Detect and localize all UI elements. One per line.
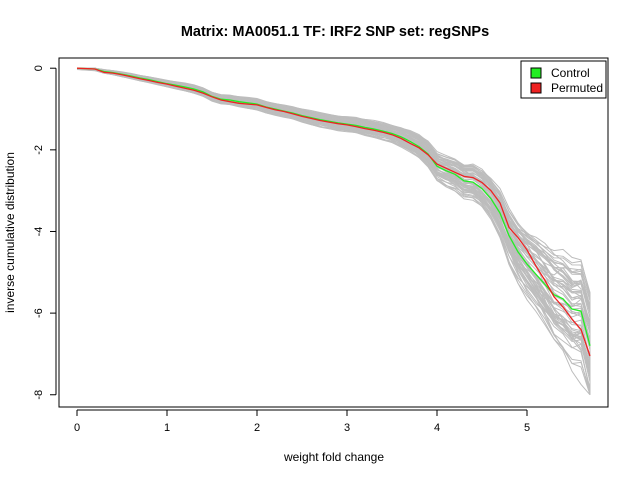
chart-title: Matrix: MA0051.1 TF: IRF2 SNP set: regSN… <box>181 24 489 40</box>
legend-swatch-permuted <box>530 82 542 94</box>
y-tick-label: 0 <box>33 65 45 71</box>
background-series-line <box>77 67 591 314</box>
series-line-permuted <box>76 67 591 357</box>
x-tick-label: 1 <box>164 422 170 434</box>
background-series-line <box>77 67 591 329</box>
background-series-line <box>77 67 591 328</box>
x-tick-label: 0 <box>74 422 80 434</box>
background-series-line <box>76 67 591 325</box>
plot-frame <box>58 57 609 408</box>
background-series-line <box>77 67 591 312</box>
y-tick-label: -6 <box>33 308 45 318</box>
y-axis-label: inverse cumulative distribution <box>3 152 17 313</box>
x-tick-label: 2 <box>254 422 260 434</box>
background-series-line <box>76 67 591 329</box>
background-series-line <box>76 67 591 355</box>
background-series-line <box>76 67 591 313</box>
background-series-line <box>77 67 591 322</box>
background-series-line <box>77 67 591 331</box>
legend-swatch-control <box>530 67 542 79</box>
legend-label-control: Control <box>551 66 590 80</box>
x-axis: 0 1 2 3 4 5 <box>74 409 530 434</box>
background-series-line <box>76 68 591 394</box>
background-series-line <box>76 67 591 326</box>
background-series-line <box>76 67 591 371</box>
background-series-line <box>76 67 591 345</box>
background-series-line <box>76 67 591 329</box>
legend-label-permuted: Permuted <box>551 81 603 95</box>
background-series-line <box>76 67 591 334</box>
main-series <box>76 67 591 357</box>
x-tick-label: 3 <box>344 422 350 434</box>
series-line-control <box>76 67 591 346</box>
background-series-line <box>77 67 591 302</box>
y-tick-label: -2 <box>33 145 45 155</box>
x-axis-label: weight fold change <box>283 450 384 464</box>
background-series-line <box>76 67 591 335</box>
y-tick-label: -4 <box>33 227 45 237</box>
background-series-line <box>76 67 591 340</box>
y-tick-label: -8 <box>33 390 45 400</box>
background-series-line <box>77 67 591 314</box>
x-tick-label: 5 <box>524 422 530 434</box>
y-axis: 0 -2 -4 -6 -8 <box>33 65 57 400</box>
background-series-line <box>76 67 591 319</box>
x-tick-label: 4 <box>434 422 440 434</box>
background-series-line <box>76 67 591 350</box>
